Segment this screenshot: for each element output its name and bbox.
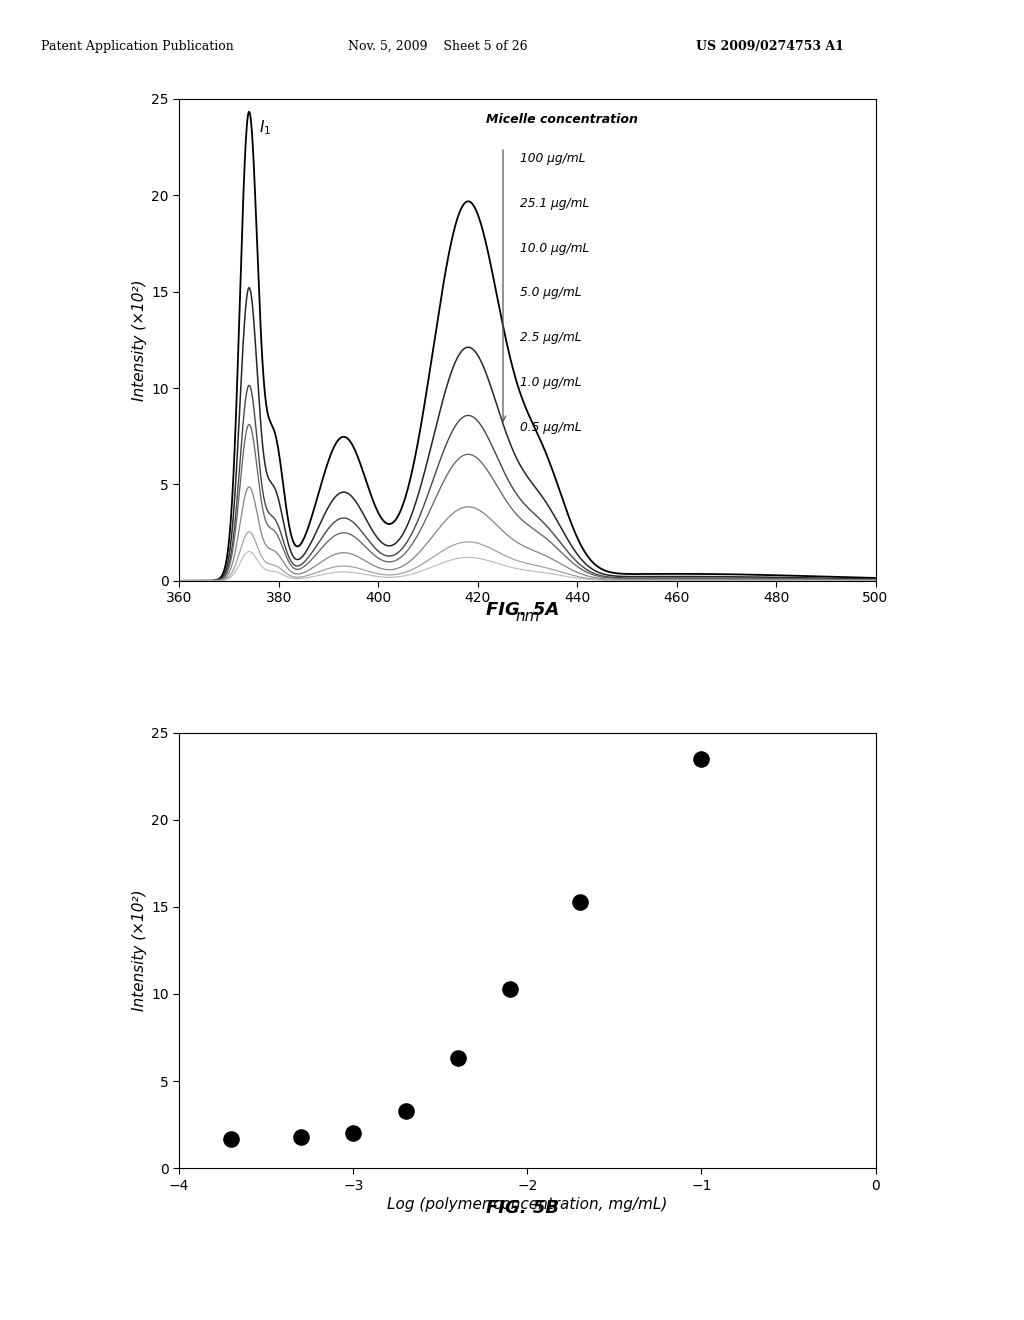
Point bbox=[223, 1129, 240, 1150]
Point bbox=[571, 891, 588, 912]
Text: 1.0 μg/mL: 1.0 μg/mL bbox=[520, 376, 582, 389]
Point bbox=[345, 1123, 361, 1144]
Text: 10.0 μg/mL: 10.0 μg/mL bbox=[520, 242, 590, 255]
Text: Patent Application Publication: Patent Application Publication bbox=[41, 40, 233, 53]
Y-axis label: Intensity (×10²): Intensity (×10²) bbox=[132, 890, 147, 1011]
Text: FIG. 5A: FIG. 5A bbox=[485, 601, 559, 619]
Point bbox=[450, 1048, 466, 1069]
Text: $\mathit{I}_\mathit{1}$: $\mathit{I}_\mathit{1}$ bbox=[259, 119, 271, 137]
Text: 2.5 μg/mL: 2.5 μg/mL bbox=[520, 331, 582, 345]
X-axis label: Log (polymer concentration, mg/mL): Log (polymer concentration, mg/mL) bbox=[387, 1197, 668, 1212]
Point bbox=[502, 978, 518, 999]
Text: FIG. 5B: FIG. 5B bbox=[485, 1199, 559, 1217]
Text: 5.0 μg/mL: 5.0 μg/mL bbox=[520, 286, 582, 300]
Point bbox=[397, 1100, 414, 1121]
Text: Nov. 5, 2009    Sheet 5 of 26: Nov. 5, 2009 Sheet 5 of 26 bbox=[348, 40, 527, 53]
Text: US 2009/0274753 A1: US 2009/0274753 A1 bbox=[696, 40, 844, 53]
Text: Micelle concentration: Micelle concentration bbox=[485, 114, 638, 127]
Point bbox=[293, 1126, 309, 1147]
X-axis label: nm: nm bbox=[515, 610, 540, 624]
Y-axis label: Intensity (×10²): Intensity (×10²) bbox=[132, 279, 147, 401]
Point bbox=[693, 748, 710, 770]
Text: 0.5 μg/mL: 0.5 μg/mL bbox=[520, 421, 582, 434]
Text: 100 μg/mL: 100 μg/mL bbox=[520, 152, 586, 165]
Text: 25.1 μg/mL: 25.1 μg/mL bbox=[520, 197, 590, 210]
